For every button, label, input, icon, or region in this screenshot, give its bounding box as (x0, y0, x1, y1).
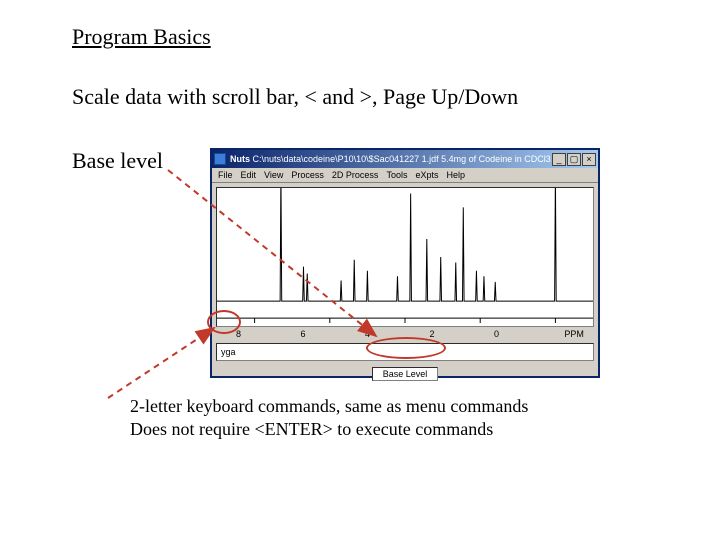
minimize-button[interactable]: _ (552, 153, 566, 166)
titlebar: Nuts C:\nuts\data\codeine\P10\10\$Sac041… (212, 150, 598, 168)
close-button[interactable]: × (582, 153, 596, 166)
command-input[interactable]: yga (216, 343, 594, 361)
tick-6: 6 (300, 329, 305, 339)
tick-4: 4 (365, 329, 370, 339)
window-title: Nuts C:\nuts\data\codeine\P10\10\$Sac041… (230, 154, 551, 164)
footnote-line2: Does not require <ENTER> to execute comm… (130, 418, 528, 441)
menu-process[interactable]: Process (291, 170, 324, 180)
axis-unit: PPM (564, 329, 584, 339)
menu-help[interactable]: Help (446, 170, 465, 180)
tick-8: 8 (236, 329, 241, 339)
footnote: 2-letter keyboard commands, same as menu… (130, 395, 528, 442)
app-icon (214, 153, 226, 165)
statusbar: Base Level (216, 365, 594, 383)
menu-2dprocess[interactable]: 2D Process (332, 170, 379, 180)
menu-file[interactable]: File (218, 170, 233, 180)
status-label: Base Level (372, 367, 439, 381)
footnote-line1: 2-letter keyboard commands, same as menu… (130, 395, 528, 418)
maximize-button[interactable]: ▢ (567, 153, 581, 166)
spectrum-svg (217, 188, 593, 326)
spectrum-plot[interactable] (216, 187, 594, 327)
page-title: Program Basics (72, 24, 211, 50)
instruction-text: Scale data with scroll bar, < and >, Pag… (72, 84, 518, 110)
menu-tools[interactable]: Tools (386, 170, 407, 180)
command-text: yga (217, 347, 236, 357)
menubar: File Edit View Process 2D Process Tools … (212, 168, 598, 183)
menu-expts[interactable]: eXpts (415, 170, 438, 180)
window-controls: _ ▢ × (552, 153, 596, 166)
x-axis: 8 6 4 2 0 PPM (212, 329, 598, 339)
slide: Program Basics Scale data with scroll ba… (0, 0, 720, 540)
menu-edit[interactable]: Edit (241, 170, 257, 180)
tick-2: 2 (429, 329, 434, 339)
app-window: Nuts C:\nuts\data\codeine\P10\10\$Sac041… (210, 148, 600, 378)
base-level-label: Base level (72, 148, 163, 174)
menu-view[interactable]: View (264, 170, 283, 180)
tick-0: 0 (494, 329, 499, 339)
